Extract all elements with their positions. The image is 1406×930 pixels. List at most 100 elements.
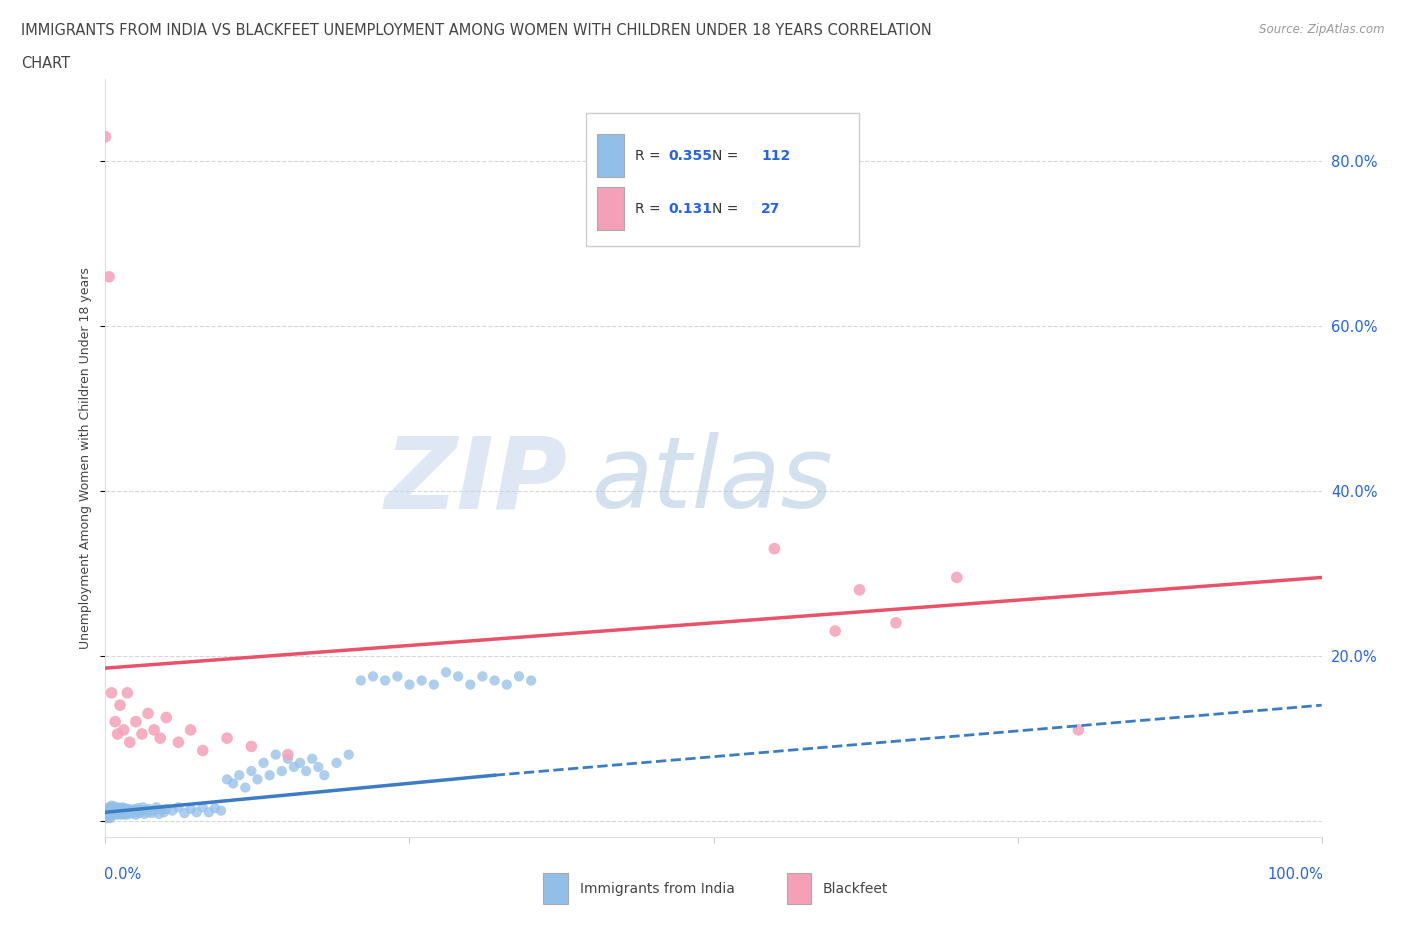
Point: [252, 755, 274, 770]
Point: [191, 800, 214, 815]
Point: [295, 764, 318, 778]
Point: [105, 807, 128, 822]
Point: [337, 747, 360, 762]
Point: [240, 739, 263, 754]
Point: [162, 804, 184, 818]
Point: [114, 801, 136, 816]
Point: [471, 669, 494, 684]
Point: [128, 805, 150, 820]
Point: [125, 807, 148, 822]
Point: [104, 805, 127, 820]
Point: [217, 731, 239, 746]
Text: CHART: CHART: [21, 56, 70, 71]
Point: [118, 735, 141, 750]
Point: [100, 802, 122, 817]
Point: [103, 799, 125, 814]
Point: [270, 764, 292, 778]
Point: [884, 616, 907, 631]
Point: [107, 800, 129, 815]
Point: [411, 673, 433, 688]
Point: [104, 802, 127, 817]
Point: [143, 804, 166, 818]
Text: IMMIGRANTS FROM INDIA VS BLACKFEET UNEMPLOYMENT AMONG WOMEN WITH CHILDREN UNDER : IMMIGRANTS FROM INDIA VS BLACKFEET UNEMP…: [21, 23, 932, 38]
Point: [114, 805, 136, 820]
Point: [155, 802, 177, 817]
Point: [124, 802, 146, 817]
Point: [108, 805, 131, 820]
Bar: [596, 134, 624, 177]
Point: [264, 747, 287, 762]
Y-axis label: Unemployment Among Women with Children Under 18 years: Unemployment Among Women with Children U…: [79, 267, 93, 649]
Point: [108, 806, 131, 821]
Point: [350, 673, 373, 688]
Point: [97, 804, 120, 819]
Point: [180, 723, 202, 737]
Point: [94, 129, 117, 144]
Bar: [586, 113, 859, 246]
Point: [283, 760, 305, 775]
Point: [387, 669, 409, 684]
Point: [277, 751, 299, 766]
Point: [127, 801, 149, 816]
Point: [117, 802, 139, 817]
Text: Immigrants from India: Immigrants from India: [579, 882, 735, 896]
Point: [120, 804, 142, 819]
Text: N =: N =: [711, 202, 742, 216]
Point: [100, 805, 122, 820]
Text: 27: 27: [761, 202, 780, 216]
Text: 112: 112: [761, 149, 790, 163]
Point: [307, 760, 329, 775]
Point: [103, 803, 125, 817]
Point: [134, 806, 156, 821]
Point: [222, 776, 245, 790]
Text: Blackfeet: Blackfeet: [823, 882, 889, 896]
Point: [125, 804, 148, 819]
Point: [136, 706, 159, 721]
Point: [108, 803, 131, 817]
Point: [131, 726, 153, 741]
Point: [423, 677, 446, 692]
Point: [198, 804, 221, 819]
Point: [96, 810, 118, 825]
Point: [107, 726, 129, 741]
Point: [209, 804, 232, 818]
Point: [110, 804, 132, 818]
Point: [374, 673, 396, 688]
Point: [153, 804, 176, 819]
Point: [121, 804, 143, 818]
Point: [141, 805, 163, 820]
Point: [824, 624, 846, 639]
Point: [101, 804, 124, 819]
Point: [167, 735, 190, 750]
Point: [277, 747, 299, 762]
Point: [97, 808, 120, 823]
Point: [135, 803, 157, 817]
Point: [434, 665, 457, 680]
Point: [143, 723, 166, 737]
Point: [136, 804, 159, 819]
Point: [111, 800, 134, 815]
Point: [325, 755, 347, 770]
Point: [98, 807, 121, 822]
Point: [484, 673, 506, 688]
Point: [112, 803, 135, 817]
Point: [132, 800, 155, 815]
Point: [103, 806, 125, 821]
Point: [180, 802, 202, 817]
Point: [167, 800, 190, 815]
Point: [97, 811, 120, 826]
Point: [1067, 723, 1090, 737]
Point: [148, 806, 170, 821]
Point: [94, 809, 117, 824]
Point: [186, 804, 208, 819]
Point: [98, 270, 121, 285]
Point: [155, 711, 177, 725]
Text: ZIP: ZIP: [385, 432, 568, 529]
Point: [848, 582, 870, 597]
Point: [150, 803, 173, 817]
Point: [118, 803, 141, 817]
Point: [288, 755, 311, 770]
Point: [101, 801, 124, 816]
Point: [96, 804, 118, 818]
Point: [495, 677, 517, 692]
